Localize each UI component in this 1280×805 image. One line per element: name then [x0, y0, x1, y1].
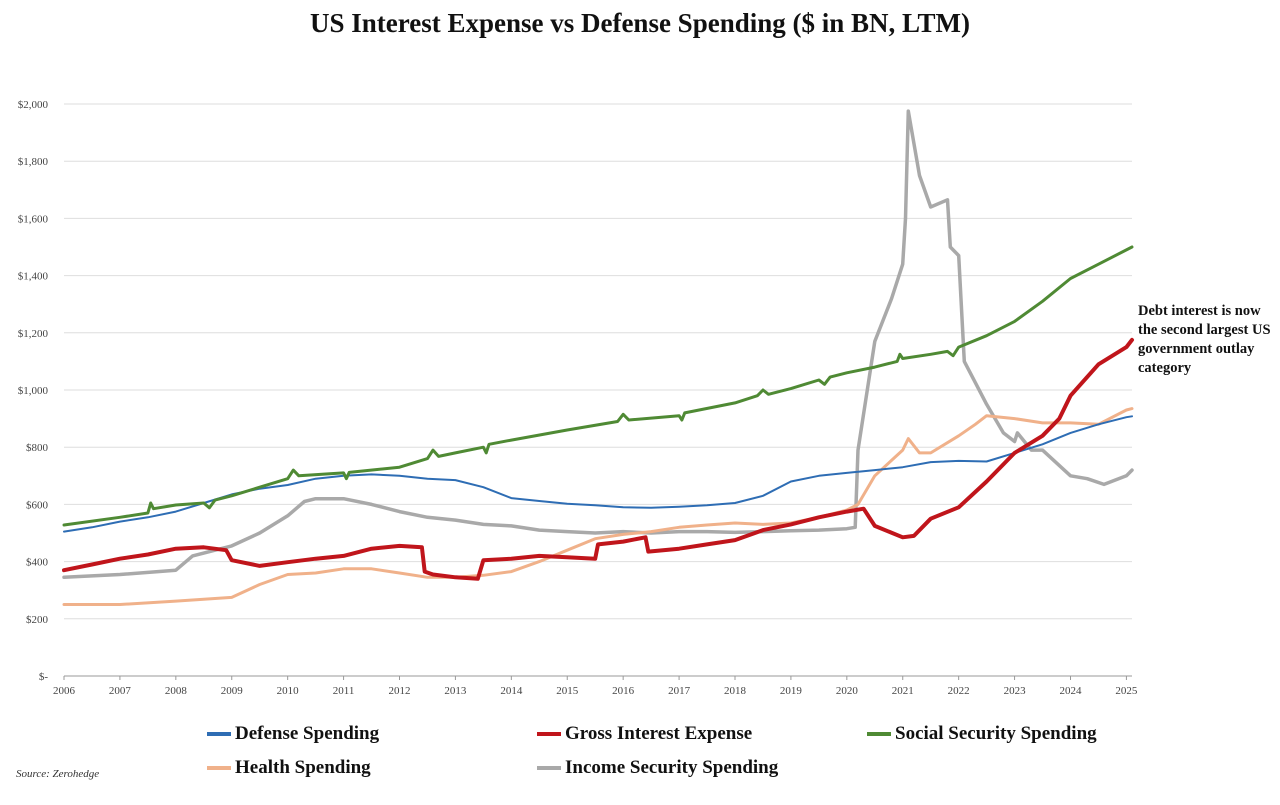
series-line-health-spending — [62, 407, 1134, 606]
x-tick-label: 2010 — [277, 685, 300, 697]
legend-item: Defense Spending — [207, 723, 379, 745]
x-tick-label: 2018 — [724, 685, 747, 697]
x-axis-ticks: 2006 2007 2008 2009 2010 2011 2012 2013 2014 2015… — [53, 676, 1138, 697]
y-tick-label: $1,800 — [18, 156, 49, 168]
legend-swatch — [537, 766, 561, 770]
legend-item: Health Spending — [207, 757, 371, 779]
y-tick-label: $1,400 — [18, 271, 49, 283]
x-tick-label: 2017 — [668, 685, 691, 697]
y-tick-label: $400 — [26, 557, 49, 569]
legend-swatch — [207, 766, 231, 770]
x-tick-label: 2008 — [165, 685, 188, 697]
series-line-income-security-spending — [62, 109, 1134, 580]
legend-label: Health Spending — [235, 757, 371, 778]
x-tick-label: 2019 — [780, 685, 803, 697]
x-tick-label: 2024 — [1059, 685, 1082, 697]
legend-item: Social Security Spending — [867, 723, 1097, 745]
x-tick-label: 2014 — [500, 685, 523, 697]
x-tick-label: 2020 — [836, 685, 859, 697]
legend-swatch — [537, 732, 561, 736]
y-tick-label: $1,600 — [18, 213, 49, 225]
x-tick-label: 2006 — [53, 685, 76, 697]
x-tick-label: 2007 — [109, 685, 132, 697]
y-tick-label: $2,000 — [18, 99, 49, 111]
legend-item: Gross Interest Expense — [537, 723, 752, 745]
legend-label: Social Security Spending — [895, 723, 1097, 744]
x-tick-label: 2012 — [388, 685, 410, 697]
x-tick-label: 2013 — [444, 685, 467, 697]
y-axis-ticks: $- $200 $400 $600 $800 $1,000 $1,200 $1,400 $1,6… — [18, 99, 49, 683]
y-tick-label: $1,200 — [18, 328, 49, 340]
x-tick-label: 2016 — [612, 685, 635, 697]
series-line-defense-spending — [63, 415, 1133, 533]
x-tick-label: 2023 — [1004, 685, 1027, 697]
y-tick-label: $200 — [26, 614, 49, 626]
x-tick-label: 2022 — [948, 685, 970, 697]
chart-title: US Interest Expense vs Defense Spending … — [309, 8, 971, 38]
x-tick-label: 2015 — [556, 685, 579, 697]
series-lines — [62, 109, 1134, 606]
x-tick-label: 2025 — [1115, 685, 1138, 697]
series-line-gross-interest-expense — [62, 337, 1134, 581]
gridlines — [64, 103, 1132, 677]
x-tick-label: 2011 — [333, 685, 355, 697]
legend-item: Income Security Spending — [537, 757, 778, 779]
y-tick-label: $600 — [26, 499, 49, 511]
legend-swatch — [207, 732, 231, 736]
y-tick-label: $1,000 — [18, 385, 49, 397]
source-label: Source: Zerohedge — [16, 768, 100, 780]
legend-label: Defense Spending — [235, 723, 380, 744]
series-line-social-security-spending — [62, 245, 1134, 527]
y-tick-label: $- — [39, 671, 49, 683]
legend-label: Income Security Spending — [565, 757, 779, 778]
legend-label: Gross Interest Expense — [565, 723, 753, 744]
x-tick-label: 2009 — [221, 685, 244, 697]
annotation-text: Debt interest is now the second largest … — [1138, 303, 1271, 376]
x-tick-label: 2021 — [892, 685, 914, 697]
legend-swatch — [867, 732, 891, 736]
y-tick-label: $800 — [26, 442, 49, 454]
